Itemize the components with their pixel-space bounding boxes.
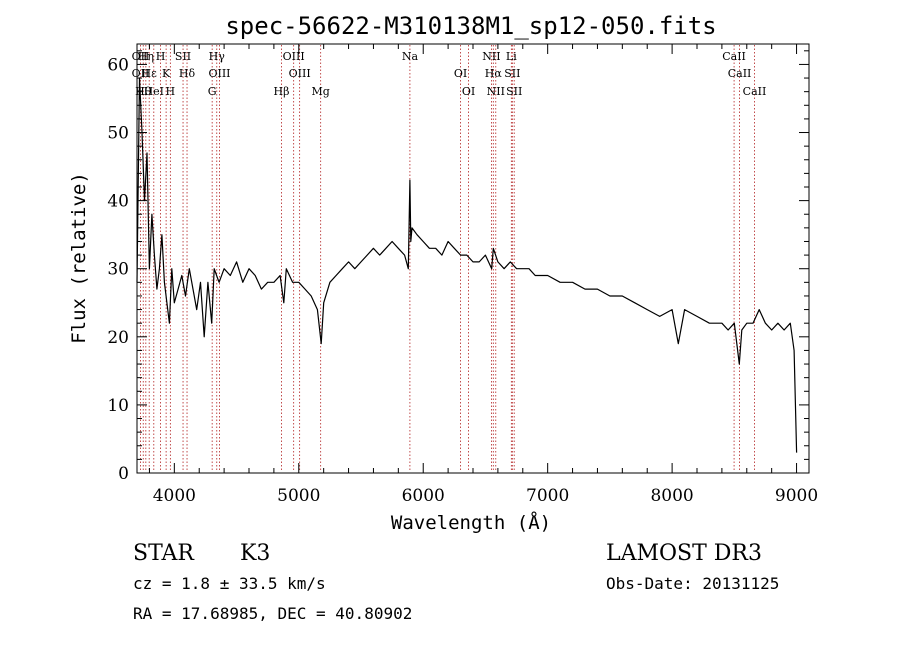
marker-label-5-0: H (156, 50, 166, 63)
marker-label-18-0: OI (454, 67, 467, 80)
marker-label-23-0: Li (506, 50, 517, 63)
y-axis-ticks: 0 10 20 30 40 50 60 (107, 50, 809, 484)
y-tick-label: 60 (107, 55, 129, 75)
marker-label-16-0: Mg (312, 85, 330, 98)
y-tick-label: 30 (107, 260, 129, 280)
marker-label-14-0: OIII (283, 50, 305, 63)
marker-label-20-0: NII (482, 50, 500, 63)
marker-label-2-0: Hη (138, 50, 154, 63)
marker-label-25-0: SII (506, 85, 522, 98)
survey-name: LAMOST DR3 (606, 541, 762, 566)
x-tick-label: 4000 (153, 486, 196, 506)
object-class: STAR (133, 541, 195, 566)
y-tick-label: 50 (107, 124, 129, 144)
marker-label-6-0: K (162, 67, 171, 80)
marker-label-27-0: CaII (728, 67, 752, 80)
x-tick-label: 9000 (775, 486, 818, 506)
marker-label-21-0: Hα (485, 67, 503, 80)
marker-label-4-0: HeI (144, 85, 164, 98)
spectral-line-labels: OIIOIIHθHηHεHeIHKHSIIHδGHγOIIIHβOIIIOIII… (132, 50, 767, 98)
y-axis-label: Flux (relative) (68, 172, 90, 344)
marker-label-11-0: Hγ (209, 50, 226, 63)
marker-label-26-0: CaII (722, 50, 746, 63)
plot-frame (136, 43, 810, 474)
marker-label-13-0: Hβ (274, 85, 290, 98)
y-tick-label: 0 (118, 464, 129, 484)
x-tick-label: 5000 (277, 486, 320, 506)
object-subclass: K3 (240, 541, 270, 566)
x-axis-label: Wavelength (Å) (391, 511, 551, 534)
x-tick-label: 7000 (526, 486, 569, 506)
x-tick-label: 6000 (402, 486, 445, 506)
marker-label-12-0: OIII (208, 67, 230, 80)
marker-label-24-0: SII (504, 67, 520, 80)
marker-label-17-0: Na (402, 50, 419, 63)
chart-title: spec-56622-M310138M1_sp12-050.fits (225, 12, 716, 40)
marker-label-19-0: OI (462, 85, 475, 98)
marker-label-0-0: OII (132, 50, 150, 63)
marker-label-8-0: SII (175, 50, 191, 63)
coordinates-readout: RA = 17.68985, DEC = 40.80902 (133, 604, 412, 623)
observation-date: Obs-Date: 20131125 (606, 574, 779, 593)
marker-label-15-0: OIII (289, 67, 311, 80)
spectral-line-markers (140, 45, 755, 472)
flux-series-line (136, 77, 798, 453)
redshift-readout: cz = 1.8 ± 33.5 km/s (133, 574, 326, 593)
marker-label-10-0: G (208, 85, 217, 98)
marker-label-7-0: H (166, 85, 176, 98)
marker-label-22-0: NII (487, 85, 505, 98)
x-axis-ticks: 4000 5000 6000 7000 8000 9000 (148, 44, 818, 506)
y-tick-label: 20 (107, 328, 129, 348)
x-tick-label: 8000 (650, 486, 693, 506)
marker-label-0-1: OII (132, 67, 150, 80)
marker-label-3-0: Hε (142, 67, 158, 80)
y-tick-label: 40 (107, 192, 129, 212)
y-tick-label: 10 (107, 396, 129, 416)
marker-label-9-0: Hδ (179, 67, 196, 80)
marker-label-28-0: CaII (743, 85, 767, 98)
